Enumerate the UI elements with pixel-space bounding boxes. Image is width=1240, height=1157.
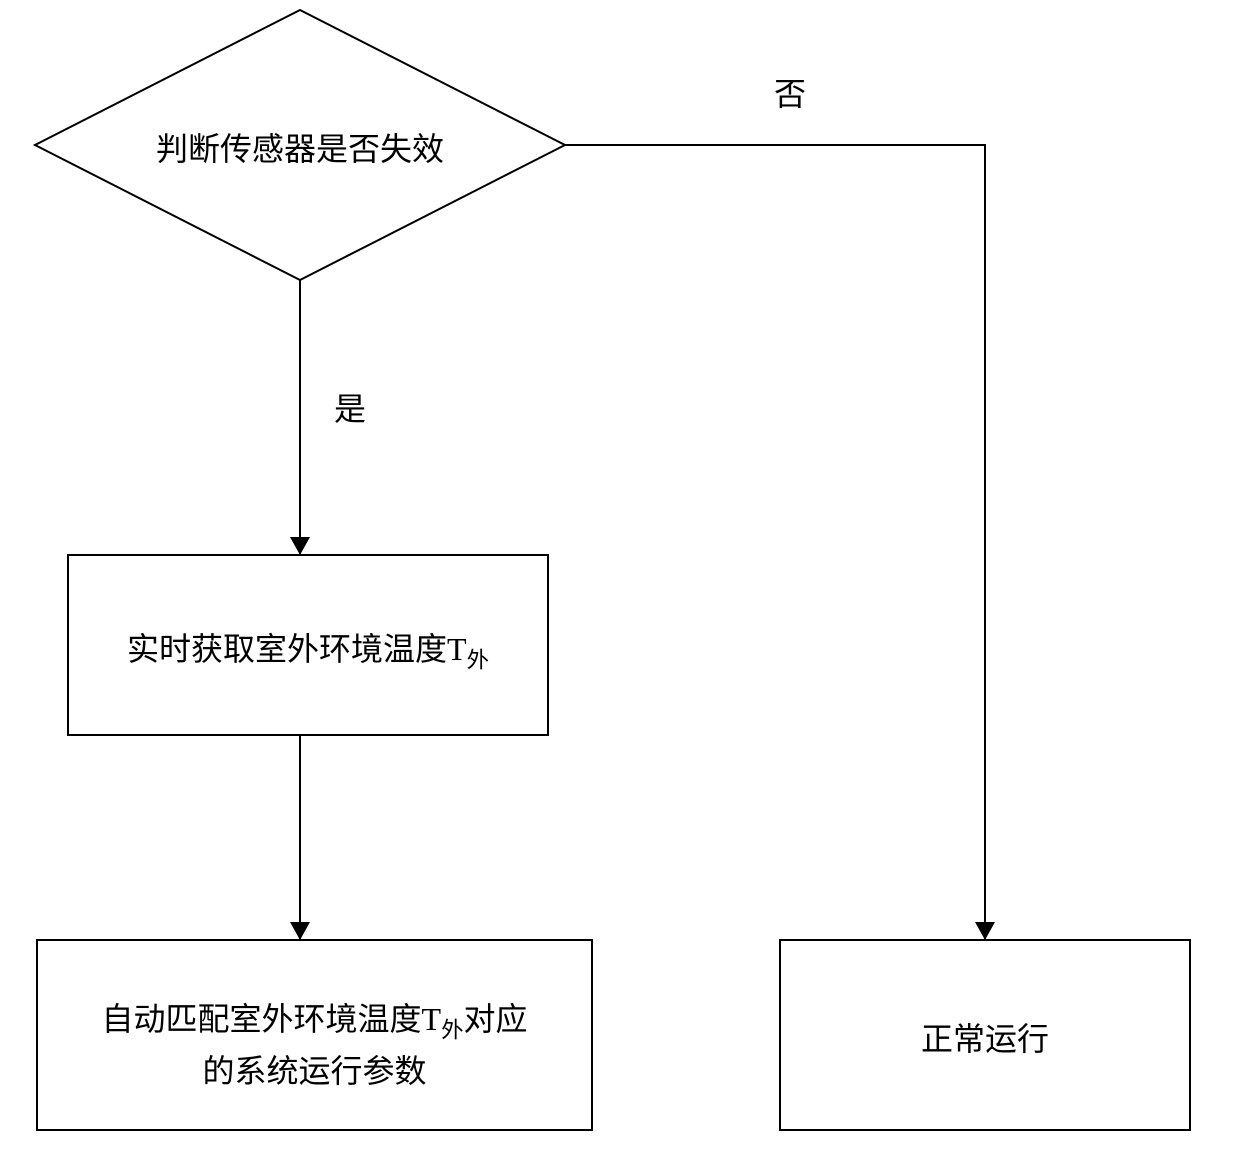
edge-yes-arrow <box>290 537 310 555</box>
process2-label: 自动匹配室外环境温度T外对应 的系统运行参数 <box>37 995 592 1095</box>
flowchart-canvas <box>0 0 1240 1157</box>
edge-p1-p2-arrow <box>290 922 310 940</box>
decision-label: 判断传感器是否失效 <box>35 125 565 173</box>
process3-label: 正常运行 <box>780 1015 1190 1063</box>
edge-no <box>565 145 985 940</box>
edge-no-arrow <box>975 922 995 940</box>
edge-yes-label: 是 <box>320 385 380 433</box>
edge-no-label: 否 <box>760 70 820 118</box>
process1-label: 实时获取室外环境温度T外 <box>68 625 548 677</box>
